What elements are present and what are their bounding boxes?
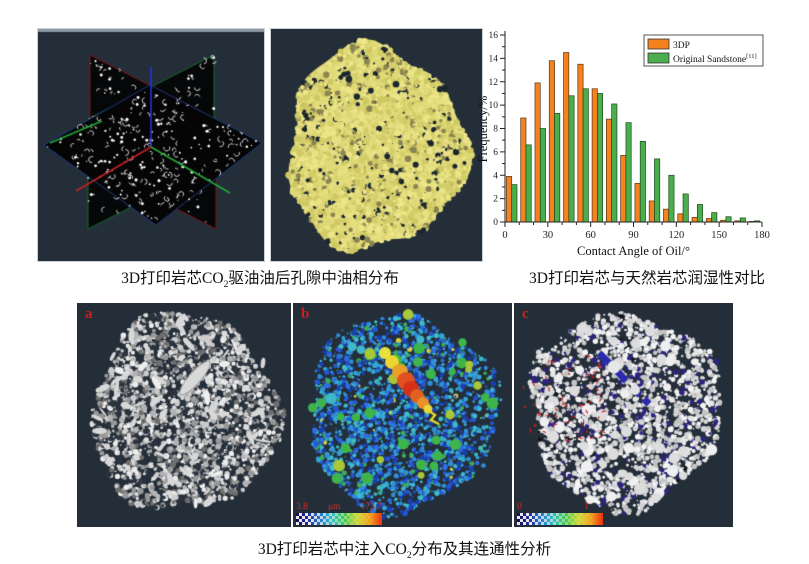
- panel-b-label: b: [301, 306, 310, 322]
- contact-angle-chart: 0 2 4 6 8 10 12 14 16 0 30 60 90 120 150 180 Contact Ang…: [476, 12, 808, 262]
- colorbar-max-label: 173.7: [360, 502, 382, 512]
- panel-a-canvas: [77, 303, 291, 527]
- ct-slices-canvas: [38, 29, 264, 261]
- panel-c-connectivity: c 0 1: [514, 303, 733, 527]
- bar-chart-svg: 0 2 4 6 8 10 12 14 16 0 30 60 90 120 150 180 Contact Ang…: [476, 31, 770, 258]
- svg-text:3DP: 3DP: [673, 41, 690, 51]
- colorbar-max-label: 1: [584, 502, 589, 512]
- panel-c-canvas: [514, 303, 733, 527]
- colorbar-min-label: 0: [517, 502, 522, 512]
- colorbar-checker-pattern: [517, 513, 603, 525]
- panel-b-colorbar-labels: 3.8 μm 173.7: [296, 502, 382, 513]
- svg-text:180: 180: [754, 230, 770, 241]
- svg-text:10: 10: [489, 101, 499, 111]
- svg-text:2: 2: [493, 195, 498, 205]
- svg-text:12: 12: [489, 78, 499, 88]
- colorbar-checker-pattern: [296, 513, 382, 525]
- caption-bottom: 3D打印岩芯中注入CO2分布及其连通性分析: [257, 541, 552, 562]
- svg-text:Original Sandstone[11]: Original Sandstone[11]: [673, 53, 757, 65]
- panel-b-canvas: [293, 303, 512, 527]
- ct-slices-panel: [37, 28, 265, 262]
- svg-text:30: 30: [543, 230, 554, 241]
- svg-text:16: 16: [489, 31, 499, 41]
- colorbar-gradient: [296, 513, 382, 525]
- caption-top-left: 3D打印岩芯CO2驱油油后孔隙中油相分布: [121, 270, 399, 291]
- caption-top-right: 3D打印岩芯与天然岩芯润湿性对比: [529, 270, 765, 287]
- panel-b-co2-spheres: b 3.8 μm 173.7: [293, 303, 512, 527]
- svg-text:0: 0: [502, 230, 507, 241]
- svg-text:4: 4: [493, 171, 498, 181]
- colorbar-unit-label: μm: [328, 502, 341, 512]
- panel-a-label: a: [85, 306, 93, 322]
- panel-a-pore-structure: a: [77, 303, 291, 527]
- svg-text:60: 60: [585, 230, 596, 241]
- colorbar-gradient: [517, 513, 603, 525]
- colorbar-min-label: 3.8: [296, 502, 308, 512]
- svg-text:150: 150: [711, 230, 727, 241]
- panel-c-label: c: [522, 306, 529, 322]
- svg-text:120: 120: [668, 230, 684, 241]
- x-axis-label: Contact Angle of Oil/°: [577, 244, 690, 258]
- oil-phase-canvas: [271, 29, 482, 261]
- svg-text:14: 14: [489, 54, 499, 64]
- oil-phase-panel: [270, 28, 483, 262]
- svg-text:6: 6: [493, 148, 498, 158]
- svg-text:8: 8: [493, 125, 498, 135]
- panel-c-colorbar-labels: 0 1: [517, 502, 603, 513]
- svg-text:90: 90: [628, 230, 639, 241]
- panel-b-colorbar: 3.8 μm 173.7: [296, 502, 382, 525]
- panel-c-colorbar: 0 1: [517, 502, 603, 525]
- svg-text:0: 0: [493, 218, 498, 228]
- y-axis-label: Frequency/%: [478, 96, 490, 163]
